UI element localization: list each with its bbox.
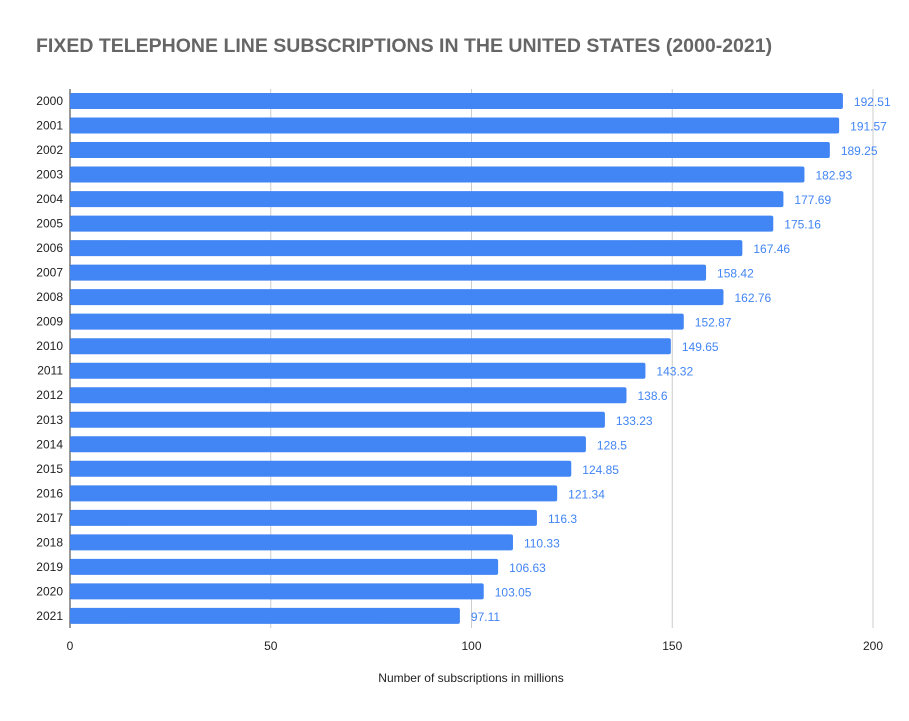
data-label-2000: 192.51	[854, 95, 891, 109]
y-tick-label: 2012	[36, 388, 63, 402]
x-tick-label: 100	[461, 639, 481, 653]
bar-2004	[70, 191, 784, 208]
bar-2001	[70, 117, 840, 134]
bar-2021	[70, 607, 460, 624]
data-label-2011: 143.32	[656, 365, 693, 379]
bar-2012	[70, 387, 627, 404]
data-label-2004: 177.69	[794, 193, 831, 207]
data-label-2009: 152.87	[695, 316, 732, 330]
y-tick-label: 2002	[36, 143, 63, 157]
data-label-2001: 191.57	[850, 120, 887, 134]
y-tick-label: 2015	[36, 462, 63, 476]
bar-2020	[70, 583, 484, 600]
data-label-2019: 106.63	[509, 561, 546, 575]
bar-2002	[70, 142, 830, 159]
y-tick-label: 2020	[36, 584, 63, 598]
y-tick-label: 2021	[36, 609, 63, 623]
bar-2007	[70, 264, 707, 281]
y-tick-label: 2019	[36, 560, 63, 574]
bar-2003	[70, 166, 805, 183]
bar-2015	[70, 460, 572, 477]
data-label-2017: 116.3	[548, 512, 577, 526]
data-label-2007: 158.42	[717, 267, 754, 281]
bar-2000	[70, 93, 843, 109]
y-tick-label: 2017	[36, 511, 63, 525]
y-tick-label: 2014	[36, 437, 63, 451]
bar-2014	[70, 436, 586, 453]
bar-2005	[70, 215, 774, 232]
bar-2018	[70, 534, 513, 551]
data-label-2014: 128.5	[597, 438, 627, 452]
bar-2016	[70, 485, 558, 502]
data-label-2005: 175.16	[784, 218, 821, 232]
data-label-2021: 97.11	[471, 610, 500, 624]
y-tick-label: 2013	[36, 413, 63, 427]
y-tick-label: 2006	[36, 241, 63, 255]
y-tick-label: 2001	[36, 119, 63, 133]
bar-2010	[70, 338, 671, 355]
bar-2009	[70, 313, 684, 330]
bar-2019	[70, 558, 499, 575]
y-tick-label: 2004	[36, 192, 63, 206]
x-tick-label: 0	[67, 639, 74, 653]
data-label-2012: 138.6	[637, 389, 667, 403]
bar-2008	[70, 289, 724, 306]
chart-title: FIXED TELEPHONE LINE SUBSCRIPTIONS IN TH…	[36, 35, 773, 57]
data-label-2013: 133.23	[616, 414, 653, 428]
bar-2017	[70, 509, 537, 526]
data-label-2006: 167.46	[753, 242, 790, 256]
data-label-2016: 121.34	[568, 487, 605, 501]
y-tick-label: 2009	[36, 315, 63, 329]
y-tick-label: 2011	[37, 364, 63, 378]
y-tick-label: 2008	[36, 290, 63, 304]
data-label-2003: 182.93	[815, 169, 852, 183]
y-tick-label: 2005	[36, 217, 63, 231]
y-tick-label: 2007	[36, 266, 63, 280]
data-label-2015: 124.85	[582, 463, 619, 477]
bar-2011	[70, 362, 646, 379]
y-tick-label: 2010	[36, 339, 63, 353]
y-tick-label: 2000	[36, 94, 63, 108]
x-tick-label: 150	[662, 639, 682, 653]
y-tick-label: 2003	[36, 168, 63, 182]
x-axis-title: Number of subscriptions in millions	[378, 671, 563, 685]
bar-2006	[70, 240, 743, 257]
y-tick-label: 2018	[36, 535, 63, 549]
y-tick-label: 2016	[36, 486, 63, 500]
x-tick-label: 200	[863, 639, 883, 653]
bar-2013	[70, 411, 605, 428]
data-label-2008: 162.76	[734, 291, 771, 305]
data-label-2002: 189.25	[841, 144, 878, 158]
data-label-2020: 103.05	[495, 585, 532, 599]
data-label-2010: 149.65	[682, 340, 719, 354]
x-tick-label: 50	[264, 639, 278, 653]
data-label-2018: 110.33	[524, 536, 560, 550]
